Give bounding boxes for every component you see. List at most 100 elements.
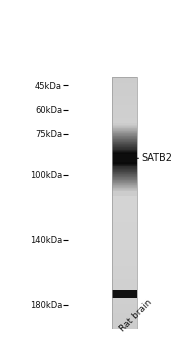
Bar: [112, 146, 137, 149]
Bar: [112, 187, 137, 188]
Bar: [112, 184, 137, 185]
Bar: [112, 231, 137, 235]
Bar: [112, 189, 137, 190]
Bar: [112, 188, 137, 189]
Bar: [112, 133, 137, 134]
Bar: [112, 136, 137, 137]
Bar: [112, 127, 137, 131]
Bar: [112, 301, 137, 304]
Text: Rat brain: Rat brain: [118, 298, 154, 334]
Bar: [112, 118, 137, 121]
Bar: [112, 183, 137, 184]
Bar: [112, 112, 137, 115]
Bar: [112, 130, 137, 131]
Bar: [112, 162, 137, 165]
Bar: [112, 179, 137, 180]
Bar: [112, 186, 137, 187]
Bar: [112, 166, 137, 167]
Bar: [112, 154, 137, 155]
Bar: [112, 257, 137, 260]
Bar: [112, 173, 137, 174]
Bar: [112, 176, 137, 177]
Bar: [112, 175, 137, 178]
Bar: [112, 135, 137, 136]
Bar: [112, 124, 137, 125]
Bar: [112, 185, 137, 186]
Bar: [112, 162, 137, 163]
Bar: [112, 137, 137, 138]
Bar: [112, 178, 137, 181]
Bar: [112, 212, 137, 216]
Bar: [112, 153, 137, 154]
Bar: [112, 282, 137, 285]
Bar: [112, 147, 137, 148]
Bar: [112, 195, 137, 196]
Bar: [112, 234, 137, 238]
Bar: [112, 290, 137, 298]
Bar: [112, 288, 137, 291]
Bar: [112, 178, 137, 179]
Bar: [112, 149, 137, 153]
Bar: [112, 161, 137, 162]
Bar: [112, 197, 137, 200]
Bar: [112, 285, 137, 288]
Bar: [112, 238, 137, 241]
Bar: [112, 138, 137, 139]
Bar: [112, 152, 137, 153]
Bar: [112, 193, 137, 194]
Bar: [112, 192, 137, 193]
Text: SATB2: SATB2: [137, 153, 172, 163]
Bar: [112, 203, 137, 206]
Bar: [112, 313, 137, 316]
Bar: [112, 141, 137, 142]
Bar: [112, 77, 137, 329]
Bar: [112, 159, 137, 160]
Bar: [112, 127, 137, 128]
Bar: [112, 145, 137, 146]
Bar: [112, 181, 137, 184]
Bar: [112, 275, 137, 279]
Bar: [112, 247, 137, 250]
Bar: [112, 169, 137, 170]
Bar: [112, 126, 137, 127]
Bar: [112, 93, 137, 96]
Bar: [112, 99, 137, 102]
Bar: [112, 206, 137, 209]
Bar: [112, 163, 137, 164]
Bar: [112, 307, 137, 310]
Bar: [112, 77, 137, 329]
Bar: [112, 164, 137, 165]
Bar: [112, 125, 137, 126]
Bar: [112, 132, 137, 133]
Bar: [112, 105, 137, 108]
Bar: [112, 263, 137, 266]
Bar: [112, 77, 137, 80]
Bar: [112, 122, 137, 123]
Bar: [112, 137, 137, 140]
Bar: [112, 139, 137, 140]
Bar: [112, 182, 137, 183]
Bar: [112, 194, 137, 195]
Bar: [112, 200, 137, 203]
Bar: [112, 144, 137, 145]
Bar: [112, 316, 137, 320]
Bar: [112, 146, 137, 147]
Bar: [112, 272, 137, 275]
Bar: [112, 244, 137, 247]
Bar: [112, 172, 137, 175]
Bar: [112, 298, 137, 301]
Bar: [112, 228, 137, 231]
Bar: [112, 170, 137, 171]
Bar: [112, 219, 137, 222]
Bar: [112, 134, 137, 137]
Bar: [112, 129, 137, 130]
Bar: [112, 294, 137, 297]
Bar: [112, 181, 137, 182]
Bar: [112, 180, 137, 181]
Bar: [112, 156, 137, 157]
Bar: [112, 190, 137, 194]
Bar: [112, 96, 137, 99]
Bar: [112, 165, 137, 166]
Bar: [112, 148, 137, 149]
Bar: [112, 143, 137, 146]
